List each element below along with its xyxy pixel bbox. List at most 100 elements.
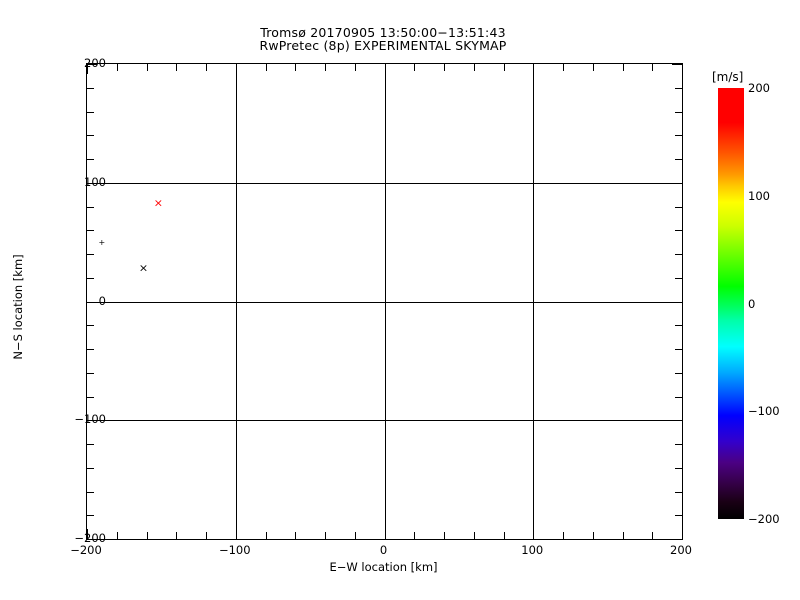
y-axis-minor-tick xyxy=(87,325,94,327)
x-axis-minor-tick xyxy=(563,532,564,539)
y-axis-minor-tick xyxy=(87,396,94,398)
x-axis-minor-tick xyxy=(652,64,654,71)
x-axis-minor-tick xyxy=(146,64,148,71)
x-axis-major-tick xyxy=(682,529,683,539)
y-axis-minor-tick xyxy=(675,444,682,445)
x-axis-minor-tick xyxy=(295,532,297,539)
x-axis-tick-label: −100 xyxy=(218,543,251,557)
y-axis-minor-tick xyxy=(87,349,94,350)
x-axis-minor-tick xyxy=(414,64,416,71)
y-axis-tick-label: −200 xyxy=(74,531,106,545)
x-axis-minor-tick xyxy=(116,532,118,539)
y-axis-major-tick xyxy=(87,64,97,65)
x-axis-minor-tick xyxy=(592,64,594,71)
y-axis-minor-tick xyxy=(675,372,682,374)
data-point-marker: + xyxy=(98,238,106,248)
y-axis-minor-tick xyxy=(675,467,682,469)
y-axis-minor-tick xyxy=(87,111,94,113)
y-axis-title: N−S location [km] xyxy=(11,254,25,360)
y-axis-minor-tick xyxy=(675,349,682,350)
x-axis-minor-tick xyxy=(354,532,356,539)
x-axis-title: E−W location [km] xyxy=(329,560,438,574)
y-axis-minor-tick xyxy=(87,277,94,279)
gridline-horizontal xyxy=(87,182,682,184)
x-axis-major-tick xyxy=(384,64,386,74)
y-axis-major-tick xyxy=(672,64,682,65)
y-axis-minor-tick xyxy=(87,87,94,89)
y-axis-major-tick xyxy=(672,420,682,422)
colorbar: 200 100 0 −100 −200 xyxy=(718,81,780,526)
x-axis-tick-label: 100 xyxy=(521,543,544,557)
x-axis-minor-tick xyxy=(325,532,326,539)
x-axis-minor-tick xyxy=(652,532,654,539)
x-axis-tick-label: 200 xyxy=(670,543,692,557)
x-axis-minor-tick xyxy=(206,64,207,71)
gridline-horizontal xyxy=(87,420,682,422)
y-axis-major-tick xyxy=(672,539,682,540)
y-axis-minor-tick xyxy=(675,135,682,137)
y-axis-major-tick xyxy=(87,420,97,422)
y-axis-major-tick xyxy=(672,182,682,184)
x-axis-major-tick xyxy=(87,64,88,74)
y-axis-minor-tick xyxy=(87,444,94,445)
y-axis-minor-tick xyxy=(87,159,94,160)
y-axis-minor-tick xyxy=(87,467,94,469)
data-point-marker: × xyxy=(153,196,163,210)
x-axis-minor-tick xyxy=(592,532,594,539)
y-axis-minor-tick xyxy=(87,491,94,493)
colorbar-tick-label: 0 xyxy=(748,296,756,311)
x-axis-minor-tick xyxy=(146,532,148,539)
x-axis-minor-tick xyxy=(265,532,267,539)
x-axis-major-tick xyxy=(235,64,237,74)
colorbar-gradient xyxy=(718,88,744,519)
x-axis-minor-tick xyxy=(206,532,207,539)
y-axis-minor-tick xyxy=(87,206,94,208)
x-axis-minor-tick xyxy=(563,64,564,71)
colorbar-tick-label: 100 xyxy=(748,188,770,203)
y-axis-major-tick xyxy=(672,301,682,303)
x-axis-minor-tick xyxy=(503,532,505,539)
y-axis-minor-tick xyxy=(675,159,682,160)
x-axis-minor-tick xyxy=(354,64,356,71)
chart-title-line-2: RwPretec (8p) EXPERIMENTAL SKYMAP xyxy=(259,38,507,53)
data-point-marker: × xyxy=(138,261,149,275)
y-axis-minor-tick xyxy=(675,206,682,208)
y-axis-minor-tick xyxy=(87,135,94,137)
gridline-horizontal xyxy=(87,301,682,303)
y-axis-minor-tick xyxy=(675,491,682,493)
x-axis-minor-tick xyxy=(116,64,118,71)
x-axis-major-tick xyxy=(682,64,683,74)
colorbar-title: [m/s] xyxy=(712,70,744,84)
y-axis-minor-tick xyxy=(675,277,682,279)
y-axis-minor-tick xyxy=(87,515,94,517)
x-axis-minor-tick xyxy=(473,64,475,71)
y-axis-tick-label: 0 xyxy=(98,293,106,308)
colorbar-tick-label: 200 xyxy=(748,81,770,95)
x-axis-minor-tick xyxy=(444,532,445,539)
y-axis-major-tick xyxy=(87,301,97,303)
x-axis-minor-tick xyxy=(622,532,624,539)
x-axis-minor-tick xyxy=(176,532,178,539)
x-axis-tick-label: 0 xyxy=(379,543,388,557)
y-axis-minor-tick xyxy=(675,87,682,89)
x-axis-major-tick xyxy=(87,529,88,539)
y-axis-minor-tick xyxy=(675,515,682,517)
y-axis-minor-tick xyxy=(675,230,682,232)
chart-title: Tromsø 20170905 13:50:00−13:51:43 RwPret… xyxy=(0,26,766,52)
x-axis-minor-tick xyxy=(444,64,445,71)
y-axis-tick-label: 200 xyxy=(84,56,106,70)
y-axis-minor-tick xyxy=(675,325,682,327)
x-axis-minor-tick xyxy=(295,64,297,71)
y-axis-tick-label: 100 xyxy=(84,174,106,189)
y-axis-minor-tick xyxy=(675,111,682,113)
y-axis-minor-tick xyxy=(87,230,94,232)
plot-canvas: × + × xyxy=(87,64,682,539)
x-axis-minor-tick xyxy=(176,64,178,71)
y-axis-minor-tick xyxy=(87,372,94,374)
y-axis-tick-label: −100 xyxy=(74,412,106,427)
x-axis-tick-label: −200 xyxy=(70,543,102,557)
colorbar-tick-label: −100 xyxy=(748,404,780,419)
x-axis-major-tick xyxy=(235,529,237,539)
y-axis-minor-tick xyxy=(87,254,94,255)
x-axis-minor-tick xyxy=(265,64,267,71)
